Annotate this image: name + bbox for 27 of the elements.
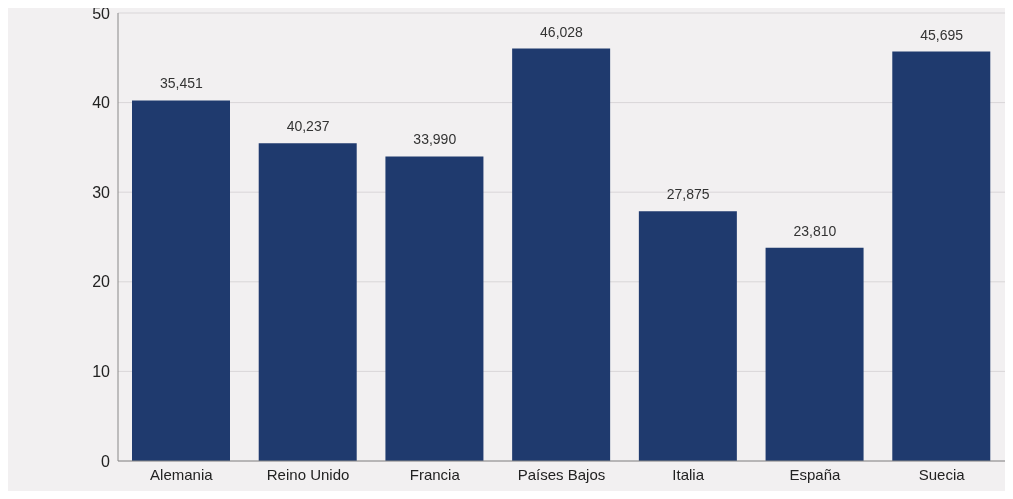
- annotation: 45,695: [920, 26, 964, 43]
- bar: [765, 247, 864, 461]
- bar: [638, 211, 737, 461]
- x-tick-label: Países Bajos: [517, 465, 606, 483]
- x-tick-label: Alemania: [150, 465, 214, 483]
- bar: [512, 48, 611, 461]
- x-tick-label: Reino Unido: [266, 465, 350, 483]
- annotation: 35,451: [159, 75, 203, 92]
- y-tick-label: 50: [92, 4, 111, 22]
- bar: [132, 100, 230, 461]
- y-tick-label: 30: [92, 183, 111, 201]
- x-tick-label: Francia: [409, 465, 461, 483]
- y-tick-label: 10: [92, 363, 111, 381]
- bar: [385, 156, 484, 461]
- y-tick-label: 40: [92, 94, 111, 112]
- bar: [892, 51, 991, 461]
- annotation: 46,028: [540, 23, 584, 40]
- x-tick-label: Italia: [672, 465, 705, 483]
- x-tick-label: España: [789, 465, 842, 483]
- x-tick-label: Suecia: [918, 465, 966, 483]
- annotation: 40,237: [286, 118, 330, 135]
- annotation: 27,875: [666, 186, 710, 203]
- annotation: 23,810: [793, 222, 837, 239]
- bar: [258, 143, 357, 461]
- y-tick-label: 20: [92, 273, 111, 291]
- annotation: 33,990: [413, 131, 457, 148]
- y-tick-label: 0: [101, 452, 111, 470]
